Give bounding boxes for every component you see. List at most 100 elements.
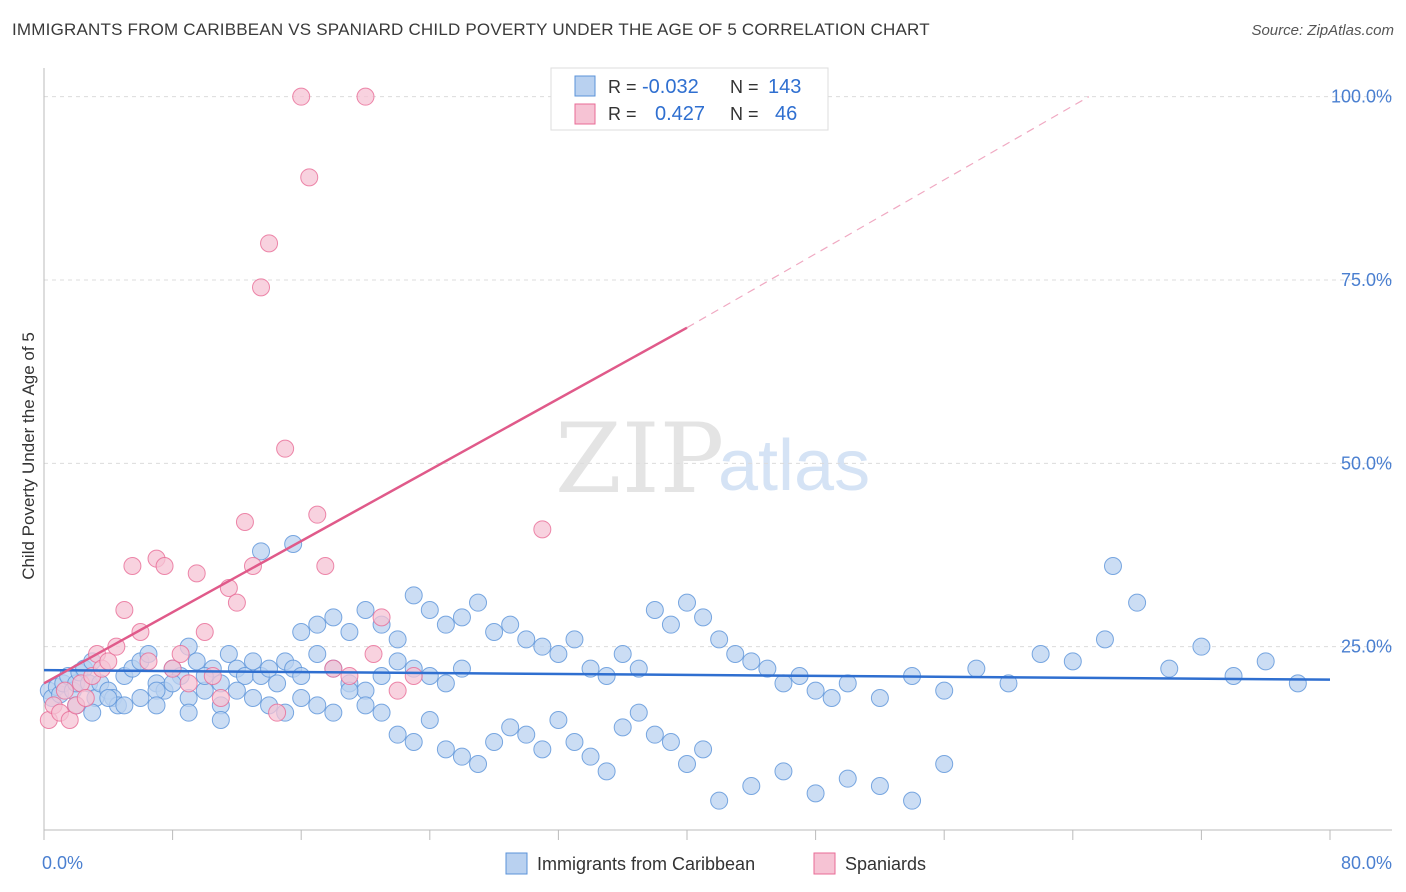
point-caribbean <box>999 674 1018 693</box>
point-caribbean <box>806 784 825 803</box>
point-caribbean <box>661 733 680 751</box>
point-caribbean <box>742 652 761 671</box>
point-spaniards <box>300 168 319 187</box>
point-caribbean <box>694 608 713 627</box>
point-caribbean <box>1063 652 1082 671</box>
point-spaniards <box>356 87 375 106</box>
legend-r-value-caribbean: -0.032 <box>642 76 699 98</box>
point-spaniards <box>123 557 142 575</box>
y-tick-label: 25.0% <box>1341 637 1392 657</box>
point-spaniards <box>139 652 158 671</box>
y-axis-label: Child Poverty Under the Age of 5 <box>19 332 38 580</box>
point-caribbean <box>485 733 504 751</box>
point-caribbean <box>115 696 134 715</box>
point-spaniards <box>276 439 295 458</box>
point-caribbean <box>469 593 488 612</box>
point-caribbean <box>661 615 680 634</box>
point-caribbean <box>581 747 600 766</box>
legend-n-label-spaniards: N = <box>730 104 759 124</box>
point-caribbean <box>1256 652 1275 671</box>
bottom-legend-label-caribbean: Immigrants from Caribbean <box>537 854 755 874</box>
point-spaniards <box>155 557 174 575</box>
point-caribbean <box>131 689 150 707</box>
x-tick-label-max: 80.0% <box>1341 853 1392 873</box>
bottom-legend-label-spaniards: Spaniards <box>845 854 926 874</box>
point-caribbean <box>870 689 889 707</box>
point-caribbean <box>187 652 206 671</box>
point-spaniards <box>115 601 134 619</box>
point-spaniards <box>340 667 359 685</box>
y-tick-label: 75.0% <box>1341 270 1392 290</box>
point-caribbean <box>838 674 857 693</box>
bottom-legend: Immigrants from Caribbean Spaniards <box>505 852 926 875</box>
point-caribbean <box>324 608 343 627</box>
point-caribbean <box>565 733 584 751</box>
point-caribbean <box>710 630 729 649</box>
point-caribbean <box>308 696 327 715</box>
point-caribbean <box>758 659 777 678</box>
point-spaniards <box>76 689 95 707</box>
point-caribbean <box>838 769 857 788</box>
point-caribbean <box>517 725 536 744</box>
point-spaniards <box>163 659 182 678</box>
point-spaniards <box>179 674 198 693</box>
bottom-legend-swatch-caribbean <box>505 852 528 875</box>
point-spaniards <box>227 593 246 612</box>
point-caribbean <box>613 645 632 663</box>
point-caribbean <box>436 615 455 634</box>
point-caribbean <box>292 689 311 707</box>
point-caribbean <box>356 601 375 619</box>
point-spaniards <box>55 681 74 700</box>
point-caribbean <box>308 615 327 634</box>
point-caribbean <box>870 777 889 795</box>
point-caribbean <box>501 615 520 634</box>
trend-lines <box>43 96 1331 685</box>
point-caribbean <box>243 652 262 671</box>
point-caribbean <box>774 762 793 781</box>
point-caribbean <box>1103 557 1122 575</box>
point-spaniards <box>195 623 214 641</box>
point-caribbean <box>404 586 423 605</box>
point-caribbean <box>678 755 696 773</box>
point-caribbean <box>597 667 616 685</box>
point-spaniards <box>533 520 552 539</box>
x-tick-label-min: 0.0% <box>42 853 83 873</box>
point-caribbean <box>292 667 311 685</box>
point-caribbean <box>694 740 713 759</box>
point-caribbean <box>252 542 271 561</box>
point-caribbean <box>517 630 536 649</box>
point-spaniards <box>324 659 343 678</box>
point-caribbean <box>388 652 407 671</box>
watermark-atlas: atlas <box>718 426 870 506</box>
point-caribbean <box>268 674 287 693</box>
trend-line-spaniards <box>43 326 688 685</box>
point-caribbean <box>420 711 439 729</box>
point-caribbean <box>99 689 118 707</box>
point-caribbean <box>436 740 455 759</box>
point-caribbean <box>678 593 696 612</box>
point-caribbean <box>147 696 166 715</box>
point-caribbean <box>227 681 246 700</box>
point-caribbean <box>806 681 825 700</box>
point-caribbean <box>742 777 761 795</box>
point-spaniards <box>316 557 335 575</box>
point-caribbean <box>645 601 664 619</box>
series-spaniards <box>39 87 552 729</box>
legend: R = -0.032 N = 143 R = 0.427 N = 46 <box>550 67 829 131</box>
point-caribbean <box>549 711 568 729</box>
point-caribbean <box>340 623 359 641</box>
point-caribbean <box>710 791 729 810</box>
series-caribbean <box>39 535 1307 810</box>
point-spaniards <box>211 689 230 707</box>
point-caribbean <box>404 733 423 751</box>
point-caribbean <box>452 747 471 766</box>
legend-n-value-spaniards: 46 <box>775 103 797 125</box>
point-caribbean <box>372 667 391 685</box>
point-caribbean <box>292 623 311 641</box>
point-caribbean <box>549 645 568 663</box>
legend-swatch-caribbean <box>574 75 596 97</box>
point-caribbean <box>219 645 238 663</box>
point-caribbean <box>1031 645 1050 663</box>
point-caribbean <box>388 630 407 649</box>
